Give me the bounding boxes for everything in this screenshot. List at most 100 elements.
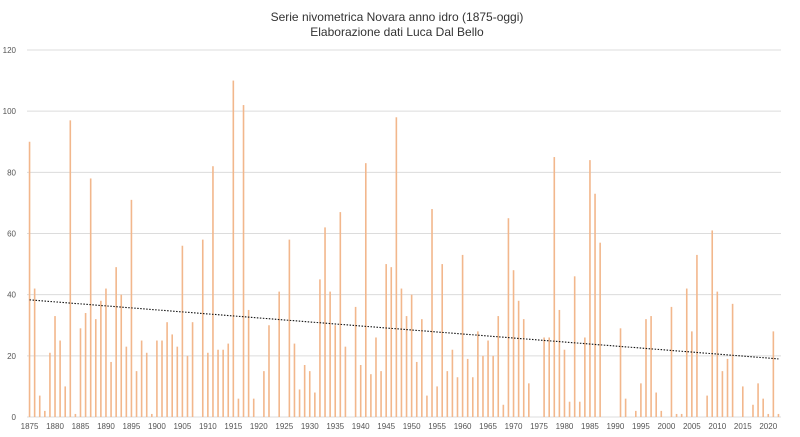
bar: [696, 254, 698, 417]
chart-subtitle: Elaborazione dati Luca Dal Bello: [310, 25, 484, 39]
x-tick-label: 2000: [657, 422, 675, 431]
bar: [84, 313, 87, 417]
bar: [487, 340, 489, 417]
bar: [685, 288, 688, 417]
bar: [670, 306, 673, 417]
bar: [568, 401, 571, 417]
bar: [298, 389, 301, 417]
x-tick-label: 1885: [72, 422, 90, 431]
bar: [278, 291, 280, 417]
bar: [548, 337, 550, 417]
y-tick-label: 100: [3, 107, 17, 116]
bar: [777, 413, 780, 417]
x-tick-label: 1875: [21, 422, 39, 431]
bar: [59, 340, 61, 417]
bar: [640, 383, 642, 417]
x-tick-label: 1920: [250, 422, 268, 431]
bar: [201, 239, 204, 417]
bar: [339, 212, 342, 417]
bar: [543, 337, 545, 417]
bar: [410, 294, 413, 417]
bar: [171, 334, 173, 417]
bar: [757, 383, 759, 417]
bar: [650, 316, 652, 417]
bar: [33, 288, 36, 417]
bar: [222, 349, 224, 417]
bar: [329, 291, 331, 417]
bar: [161, 340, 163, 417]
x-tick-label: 1980: [556, 422, 574, 431]
x-tick-label: 1890: [97, 422, 115, 431]
y-tick-label: 80: [7, 168, 16, 177]
bar: [100, 300, 102, 417]
bar: [395, 117, 398, 418]
gridlines: [27, 49, 781, 418]
bar: [553, 157, 556, 417]
x-tick-label: 1915: [224, 422, 242, 431]
x-tick-label: 1995: [632, 422, 650, 431]
bar: [227, 343, 230, 417]
y-tick-label: 120: [3, 46, 17, 55]
x-tick-label: 1900: [148, 422, 166, 431]
bar: [293, 343, 296, 417]
x-tick-label: 1970: [505, 422, 523, 431]
bar: [691, 331, 693, 417]
bar: [105, 288, 107, 417]
bar: [441, 264, 444, 417]
bar: [624, 398, 627, 417]
bar: [207, 352, 209, 417]
bar: [242, 105, 245, 418]
bar: [762, 398, 764, 417]
bar: [176, 346, 179, 417]
bar: [344, 346, 347, 417]
x-tick-label: 1950: [403, 422, 421, 431]
x-tick-label: 1940: [352, 422, 370, 431]
x-tick-label: 1945: [377, 422, 395, 431]
bar: [522, 319, 525, 417]
bar: [767, 413, 770, 417]
bar: [69, 120, 72, 417]
bar: [584, 337, 586, 417]
bar: [471, 377, 474, 417]
x-tick-label: 2010: [708, 422, 726, 431]
bar: [415, 361, 418, 417]
chart-title: Serie nivometrica Novara anno idro (1875…: [271, 10, 524, 24]
x-tick-label: 1880: [46, 422, 64, 431]
bar: [145, 352, 148, 417]
bar: [237, 398, 240, 417]
bar: [120, 294, 123, 417]
bar: [268, 325, 270, 417]
bar: [247, 309, 250, 417]
bar: [334, 325, 337, 417]
bar: [461, 254, 464, 417]
bar: [64, 386, 67, 417]
bar: [645, 319, 647, 417]
bar: [721, 371, 724, 417]
bar: [421, 319, 423, 417]
bar: [217, 349, 219, 417]
x-tick-label: 1925: [275, 422, 293, 431]
bar: [263, 371, 265, 417]
bar: [364, 163, 367, 417]
x-tick-label: 2005: [683, 422, 701, 431]
bar: [38, 395, 41, 417]
bar: [528, 383, 530, 417]
bar: [54, 316, 56, 417]
bar: [156, 340, 158, 417]
y-axis-tick-labels: 0 20 40 60 80 100 120: [3, 46, 17, 422]
bar: [370, 374, 372, 417]
bar: [589, 160, 591, 417]
bar: [456, 377, 459, 417]
bar: [502, 404, 505, 417]
bar: [74, 413, 77, 417]
bar: [635, 410, 637, 417]
bar: [110, 361, 112, 417]
bar: [308, 371, 311, 417]
bar: [354, 306, 357, 417]
bar: [115, 267, 117, 417]
bar: [400, 288, 403, 417]
bar: [181, 245, 184, 417]
trendline-group: [29, 299, 779, 360]
trendline: [29, 299, 779, 360]
bar: [212, 166, 214, 417]
